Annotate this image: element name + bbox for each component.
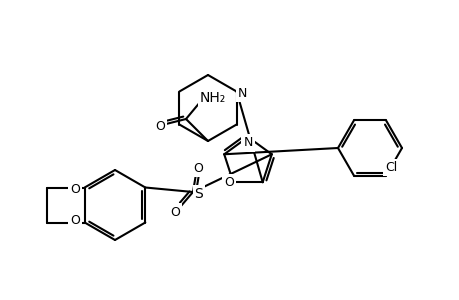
Text: O: O (155, 119, 165, 133)
Text: O: O (193, 161, 202, 175)
Text: S: S (194, 187, 203, 201)
Text: N: N (237, 87, 247, 100)
Text: N: N (243, 136, 252, 149)
Text: Cl: Cl (384, 161, 396, 174)
Text: O: O (70, 214, 79, 227)
Text: NH₂: NH₂ (200, 91, 226, 105)
Text: O: O (224, 176, 234, 189)
Text: O: O (70, 183, 79, 196)
Text: O: O (170, 206, 179, 218)
